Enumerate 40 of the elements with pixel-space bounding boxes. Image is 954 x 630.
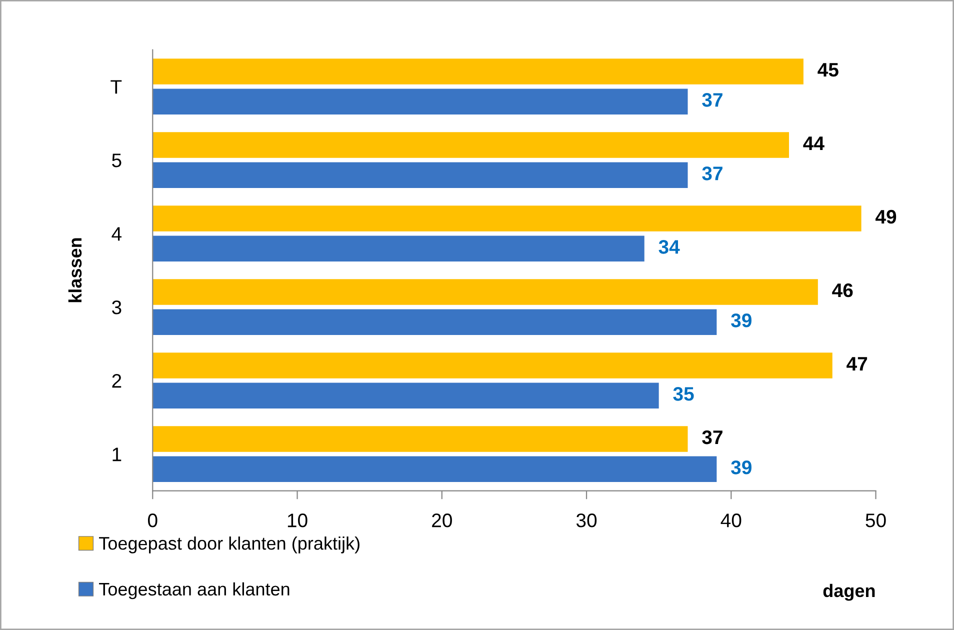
y-tick-label: 2: [112, 374, 122, 388]
data-label: 39: [731, 460, 752, 474]
x-tick-label: 10: [288, 514, 308, 528]
x-axis-title: dagen: [823, 584, 875, 601]
data-label: 35: [673, 387, 694, 401]
y-tick-label: 3: [112, 300, 122, 314]
bar: [152, 309, 717, 335]
data-label: 37: [702, 166, 722, 180]
data-label: 47: [846, 357, 868, 370]
bar: [152, 132, 789, 158]
bar: [152, 88, 688, 114]
bar: [152, 279, 818, 305]
bar: [152, 236, 644, 262]
x-tick-label: 20: [432, 514, 452, 528]
bar: [152, 162, 688, 188]
legend-label: Toegepast door klanten (praktijk): [99, 536, 360, 554]
bar: [152, 456, 717, 482]
y-axis-title: klassen: [68, 238, 82, 302]
x-tick-label: 40: [720, 514, 742, 528]
bar: [152, 352, 832, 378]
x-tick-label: 0: [148, 514, 158, 528]
x-tick-label: 50: [866, 514, 886, 528]
data-label: 45: [818, 63, 838, 77]
bar: [152, 206, 862, 232]
data-label: 37: [702, 430, 722, 444]
legend-label: Toegestaan aan klanten: [99, 582, 290, 600]
bar: [152, 382, 659, 408]
data-label: 46: [832, 283, 853, 298]
data-label: 49: [875, 210, 896, 224]
x-tick-label: 30: [576, 514, 597, 528]
y-tick-label: 5: [112, 154, 122, 168]
y-tick-label: 1: [112, 448, 122, 462]
bar: [152, 426, 688, 452]
data-label: 37: [702, 93, 722, 107]
data-label: 34: [658, 240, 680, 254]
bar: [152, 58, 804, 84]
y-tick-label: T: [110, 80, 122, 94]
data-label: 44: [803, 136, 824, 150]
y-tick-label: 4: [112, 227, 122, 241]
data-label: 39: [731, 314, 752, 328]
